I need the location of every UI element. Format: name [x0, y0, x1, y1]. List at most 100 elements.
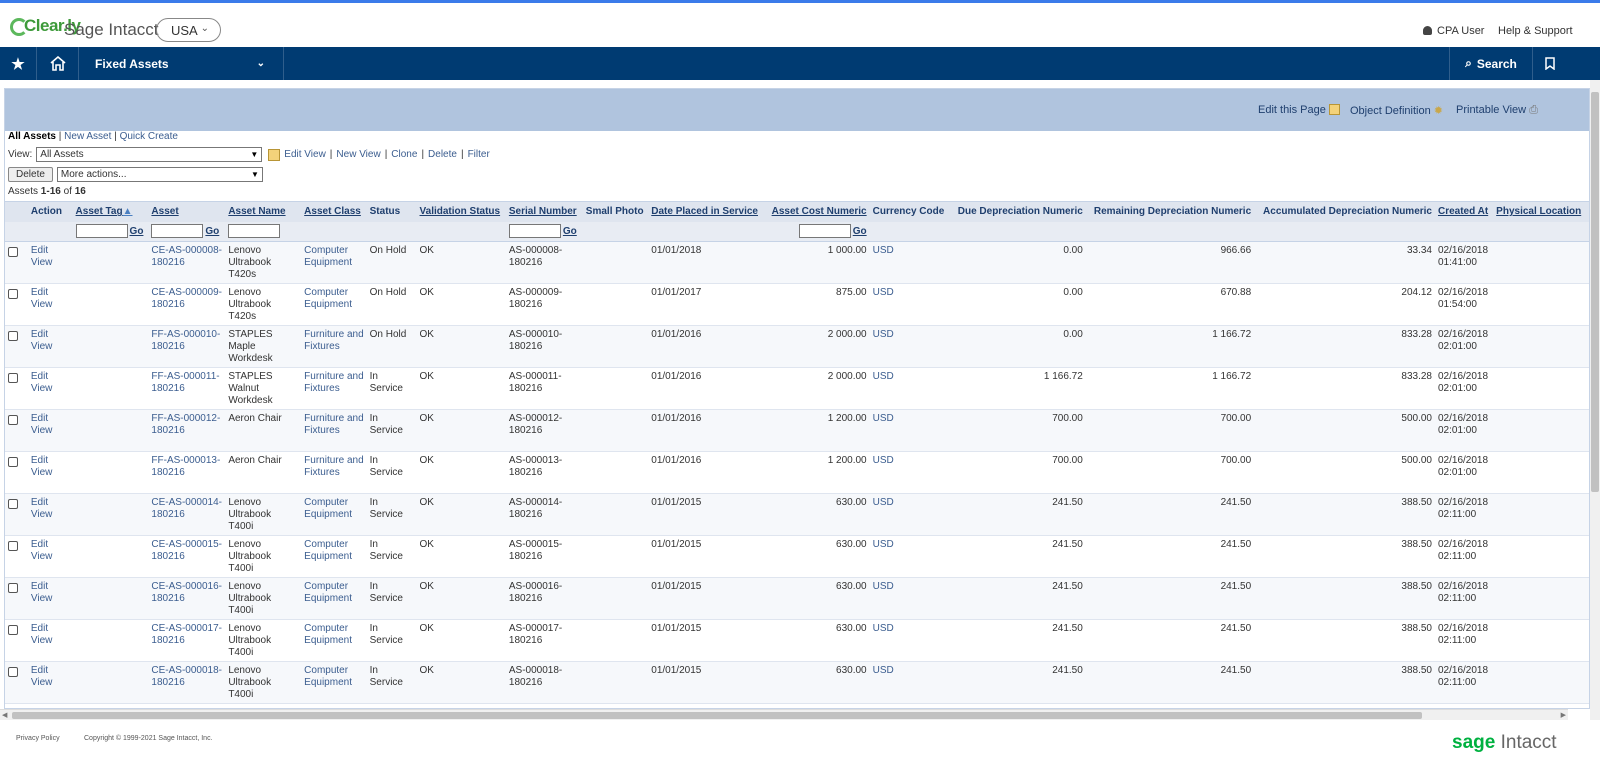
- checkbox[interactable]: [5, 451, 28, 494]
- printable-view-link[interactable]: Printable View ⎙: [1456, 104, 1538, 116]
- asset-class-link[interactable]: Furniture and Fixtures: [301, 409, 367, 452]
- row-action-link[interactable]: Edit View: [27, 325, 73, 368]
- asset-id-link[interactable]: CE-AS-000017-180216: [148, 619, 226, 662]
- asset-class-link[interactable]: Furniture and Fixtures: [301, 325, 367, 368]
- bookmark-button[interactable]: [1533, 47, 1566, 80]
- col-asset-tag[interactable]: Asset Tag▲: [72, 201, 149, 222]
- checkbox[interactable]: [5, 283, 28, 326]
- checkbox[interactable]: [5, 325, 28, 368]
- row-action-link[interactable]: Edit View: [27, 409, 73, 452]
- row-action-link[interactable]: Edit View: [27, 535, 73, 578]
- col-physical-location[interactable]: Physical Location: [1493, 201, 1589, 222]
- horizontal-scrollbar[interactable]: ◀ ▶: [0, 709, 1568, 720]
- asset-class-link[interactable]: Computer Equipment: [301, 535, 367, 578]
- asset-class-link[interactable]: Computer Equipment: [301, 493, 367, 536]
- asset-class-link[interactable]: Computer Equipment: [301, 241, 367, 284]
- horizontal-scroll-thumb[interactable]: [12, 712, 1422, 719]
- checkbox[interactable]: [5, 535, 28, 578]
- row-checkbox[interactable]: [8, 667, 18, 677]
- row-checkbox[interactable]: [8, 457, 18, 467]
- asset-tag-go-button[interactable]: Go: [129, 225, 144, 237]
- row-checkbox[interactable]: [8, 415, 18, 425]
- asset-class-link[interactable]: Computer Equipment: [301, 661, 367, 704]
- checkbox[interactable]: [5, 409, 28, 452]
- checkbox[interactable]: [5, 367, 28, 410]
- asset-class-link[interactable]: Computer Equipment: [301, 619, 367, 662]
- row-action-link[interactable]: Edit View: [27, 619, 73, 662]
- asset-id-link[interactable]: CE-AS-000014-180216: [148, 493, 226, 536]
- scroll-left-icon[interactable]: ◀: [2, 712, 8, 719]
- privacy-policy-link[interactable]: Privacy Policy: [16, 735, 60, 742]
- currency-link[interactable]: USD: [869, 325, 951, 368]
- help-support-link[interactable]: Help & Support: [1498, 25, 1573, 37]
- module-menu[interactable]: Fixed Assets ⌄: [79, 47, 284, 80]
- serial-go-button[interactable]: Go: [562, 225, 577, 237]
- favorites-button[interactable]: ★: [0, 47, 37, 80]
- row-action-link[interactable]: Edit View: [27, 367, 73, 410]
- cost-filter-input[interactable]: [798, 224, 851, 239]
- currency-link[interactable]: USD: [869, 409, 951, 452]
- currency-link[interactable]: USD: [869, 577, 951, 620]
- home-button[interactable]: [37, 47, 79, 80]
- currency-link[interactable]: USD: [869, 367, 951, 410]
- vertical-scroll-thumb[interactable]: [1591, 92, 1599, 492]
- row-action-link[interactable]: Edit View: [27, 451, 73, 494]
- col-serial-number[interactable]: Serial Number: [505, 201, 583, 222]
- delete-view-link[interactable]: Delete: [428, 149, 457, 160]
- row-checkbox[interactable]: [8, 625, 18, 635]
- asset-class-link[interactable]: Computer Equipment: [301, 283, 367, 326]
- asset-id-link[interactable]: FF-AS-000012-180216: [148, 409, 226, 452]
- col-date-placed[interactable]: Date Placed in Service: [648, 201, 765, 222]
- currency-link[interactable]: USD: [869, 619, 951, 662]
- row-checkbox[interactable]: [8, 499, 18, 509]
- row-action-link[interactable]: Edit View: [27, 241, 73, 284]
- scroll-right-icon[interactable]: ▶: [1560, 712, 1566, 719]
- row-action-link[interactable]: Edit View: [27, 577, 73, 620]
- col-asset[interactable]: Asset: [148, 201, 226, 222]
- asset-id-link[interactable]: FF-AS-000010-180216: [148, 325, 226, 368]
- asset-id-link[interactable]: CE-AS-000009-180216: [148, 283, 226, 326]
- edit-page-link[interactable]: Edit this Page: [1258, 104, 1340, 116]
- asset-id-link[interactable]: CE-AS-000016-180216: [148, 577, 226, 620]
- col-asset-class[interactable]: Asset Class: [301, 201, 367, 222]
- delete-button[interactable]: Delete: [8, 167, 53, 182]
- currency-link[interactable]: USD: [869, 493, 951, 536]
- more-actions-select[interactable]: More actions... ▼: [56, 167, 263, 182]
- object-definition-link[interactable]: Object Definition ✹: [1350, 105, 1443, 117]
- asset-class-link[interactable]: Furniture and Fixtures: [301, 367, 367, 410]
- row-action-link[interactable]: Edit View: [27, 661, 73, 704]
- tab-new-asset[interactable]: New Asset: [64, 131, 112, 142]
- currency-link[interactable]: USD: [869, 283, 951, 326]
- row-checkbox[interactable]: [8, 247, 18, 257]
- row-checkbox[interactable]: [8, 331, 18, 341]
- col-asset-cost[interactable]: Asset Cost Numeric: [764, 201, 870, 222]
- checkbox[interactable]: [5, 493, 28, 536]
- view-select[interactable]: All Assets ▼: [36, 147, 263, 162]
- tab-all-assets[interactable]: All Assets: [8, 131, 56, 142]
- tab-quick-create[interactable]: Quick Create: [119, 131, 178, 142]
- checkbox[interactable]: [5, 619, 28, 662]
- asset-go-button[interactable]: Go: [205, 225, 220, 237]
- currency-link[interactable]: USD: [869, 661, 951, 704]
- asset-id-link[interactable]: CE-AS-000015-180216: [148, 535, 226, 578]
- search-button[interactable]: ⌕ Search: [1449, 47, 1533, 80]
- row-checkbox[interactable]: [8, 541, 18, 551]
- asset-id-link[interactable]: FF-AS-000013-180216: [148, 451, 226, 494]
- currency-link[interactable]: USD: [869, 535, 951, 578]
- vertical-scrollbar[interactable]: [1590, 80, 1600, 720]
- currency-link[interactable]: USD: [869, 451, 951, 494]
- clone-view-link[interactable]: Clone: [391, 149, 418, 160]
- serial-filter-input[interactable]: [508, 224, 561, 239]
- asset-id-link[interactable]: CE-AS-000008-180216: [148, 241, 226, 284]
- company-logo[interactable]: Clear.ly: [10, 16, 81, 36]
- edit-view-link[interactable]: Edit View: [284, 149, 326, 160]
- country-selector[interactable]: USA ⌄: [156, 18, 221, 42]
- row-checkbox[interactable]: [8, 289, 18, 299]
- user-menu[interactable]: CPA User: [1423, 25, 1484, 37]
- row-action-link[interactable]: Edit View: [27, 283, 73, 326]
- asset-name-filter-input[interactable]: [228, 224, 281, 239]
- asset-class-link[interactable]: Furniture and Fixtures: [301, 451, 367, 494]
- row-action-link[interactable]: Edit View: [27, 493, 73, 536]
- col-asset-name[interactable]: Asset Name: [225, 201, 302, 222]
- checkbox[interactable]: [5, 661, 28, 704]
